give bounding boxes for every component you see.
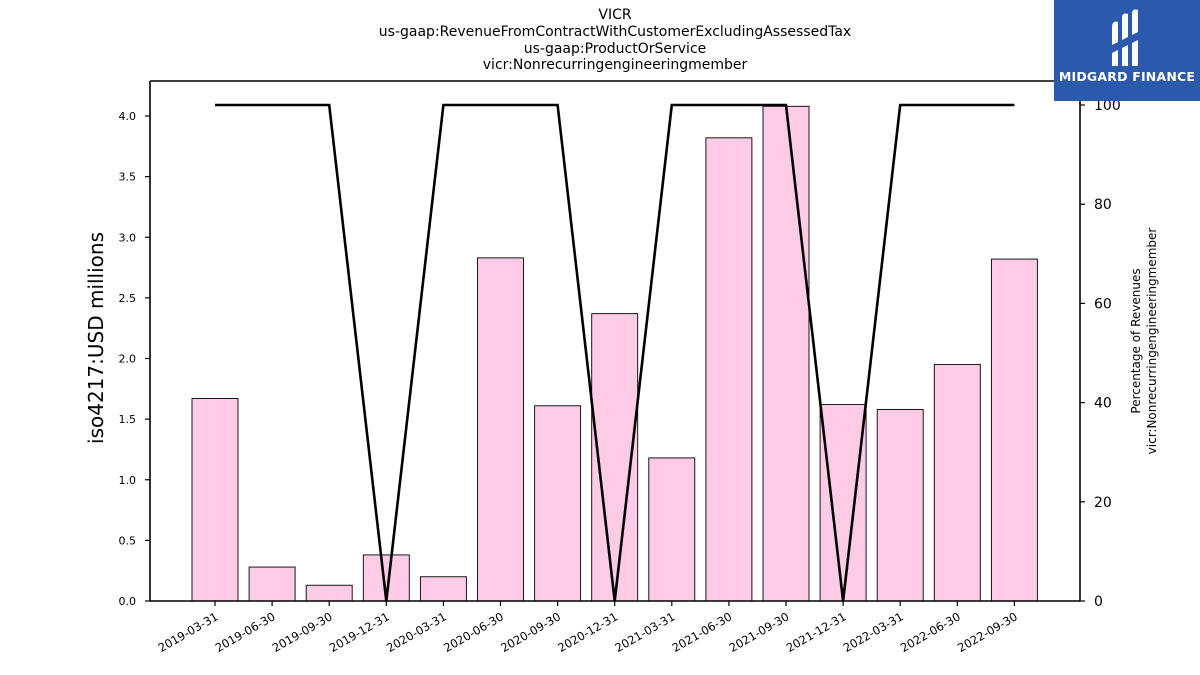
x-tick-label: 2020-09-30 — [498, 609, 563, 655]
y-axis-label: iso4217:USD millions — [84, 232, 108, 444]
bar — [762, 105, 810, 602]
right-tick-label: 80 — [1094, 197, 1112, 213]
logo-text: MIDGARD FINANCE — [1058, 69, 1196, 84]
title-line-1: VICR — [598, 7, 632, 23]
x-tick-label: 2021-09-30 — [727, 609, 792, 655]
left-tick-label: 0.5 — [119, 534, 137, 547]
bar — [933, 364, 981, 602]
bar — [990, 258, 1038, 602]
bar — [419, 576, 467, 602]
left-tick-label: 2.0 — [119, 353, 137, 366]
x-tick-label: 2019-06-30 — [213, 609, 278, 655]
right-tick-label: 20 — [1094, 495, 1112, 511]
left-tick-label: 4.0 — [119, 110, 137, 123]
x-tick-label: 2022-03-31 — [841, 609, 906, 655]
x-tick-label: 2022-06-30 — [898, 609, 963, 655]
left-tick-label: 2.5 — [119, 292, 137, 305]
left-tick-label: 3.5 — [119, 171, 137, 184]
bar — [191, 398, 239, 602]
bar — [876, 408, 924, 602]
title-line-4: vicr:Nonrecurringengineeringmember — [482, 57, 748, 73]
bar — [648, 457, 696, 602]
bar — [705, 137, 753, 602]
logo-mark-icon — [1106, 9, 1142, 67]
x-tick-label: 2020-03-31 — [384, 609, 449, 655]
left-tick-label: 1.0 — [119, 474, 137, 487]
x-tick-label: 2022-09-30 — [955, 609, 1020, 655]
bar — [305, 584, 353, 602]
right-tick-label: 0 — [1094, 594, 1103, 610]
right-axis-label: Percentage of Revenues — [1129, 268, 1143, 413]
left-tick-label: 1.5 — [119, 413, 137, 426]
title-line-3: us-gaap:ProductOrService — [523, 41, 707, 57]
left-tick-label: 3.0 — [119, 231, 137, 244]
x-tick-label: 2021-06-30 — [670, 609, 735, 655]
x-tick-label: 2021-03-31 — [612, 609, 677, 655]
x-tick-label: 2019-09-30 — [270, 609, 335, 655]
right-tick-label: 40 — [1094, 396, 1112, 412]
bar — [819, 404, 867, 602]
left-tick-label: 0.0 — [119, 595, 137, 608]
x-tick-label: 2021-12-31 — [784, 609, 849, 655]
bar — [477, 257, 524, 602]
bar — [248, 566, 296, 602]
right-tick-label: 60 — [1094, 296, 1112, 312]
x-tick-label: 2019-03-31 — [156, 609, 221, 655]
right-axis-label: vicr:Nonrecurringengineeringmember — [1145, 228, 1159, 455]
x-tick-label: 2020-12-31 — [555, 609, 620, 655]
right-tick-label: 100 — [1094, 98, 1121, 114]
x-tick-label: 2020-06-30 — [441, 609, 506, 655]
title-line-2: us-gaap:RevenueFromContractWithCustomerE… — [378, 24, 852, 40]
bar — [534, 405, 582, 602]
x-tick-label: 2019-12-31 — [327, 609, 392, 655]
brand-logo: MIDGARD FINANCE — [1054, 0, 1200, 101]
